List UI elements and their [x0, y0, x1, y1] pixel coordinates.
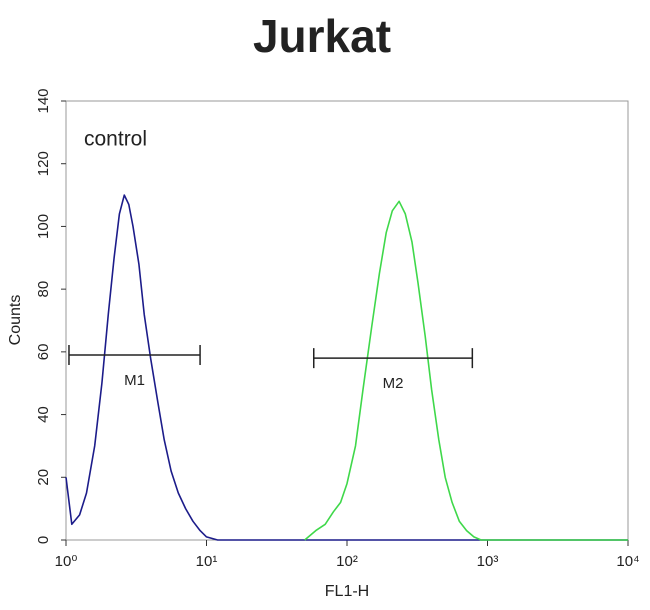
x-tick-label: 10⁴ — [616, 553, 639, 570]
y-tick-label: 60 — [35, 344, 52, 361]
y-tick-label: 80 — [35, 281, 52, 298]
marker-label: M1 — [124, 372, 145, 389]
chart-title: Jurkat — [253, 10, 391, 62]
y-tick-label: 120 — [35, 151, 52, 176]
x-tick-label: 10³ — [477, 553, 499, 570]
y-axis-label: Counts — [7, 295, 24, 346]
marker-label: M2 — [383, 375, 404, 392]
annotation: control — [84, 128, 147, 151]
histogram-line — [65, 194, 628, 541]
y-tick-label: 0 — [35, 536, 52, 544]
x-tick-label: 10⁰ — [55, 553, 78, 570]
histogram-line — [304, 200, 628, 541]
plot-frame — [65, 100, 629, 541]
y-tick-label: 40 — [35, 406, 52, 423]
y-tick-label: 20 — [35, 469, 52, 486]
x-tick-label: 10² — [336, 553, 358, 570]
x-axis-label: FL1-H — [325, 583, 369, 600]
y-tick-label: 140 — [35, 88, 52, 113]
y-tick-label: 100 — [35, 214, 52, 239]
x-tick-label: 10¹ — [196, 553, 218, 570]
